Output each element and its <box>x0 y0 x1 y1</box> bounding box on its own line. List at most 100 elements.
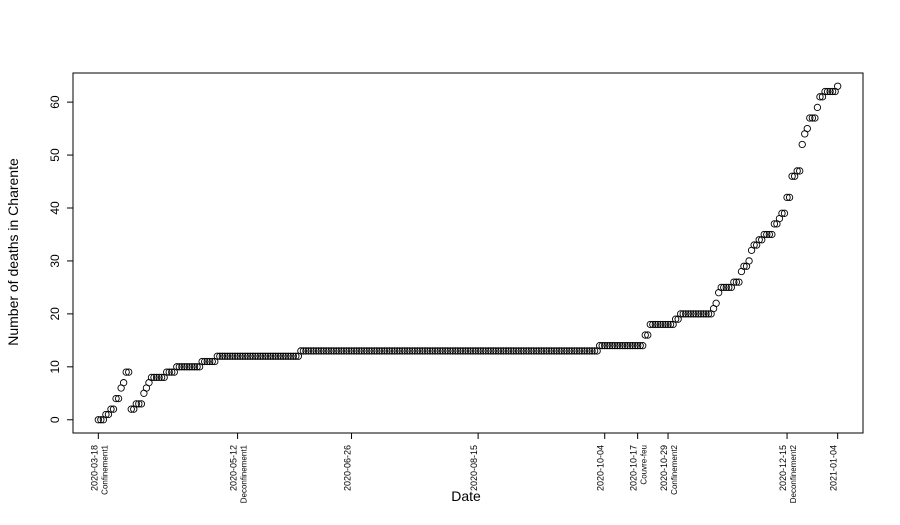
data-point <box>368 347 376 355</box>
data-point <box>261 352 270 360</box>
data-point <box>608 341 616 350</box>
data-point <box>509 347 518 355</box>
data-point <box>287 352 295 360</box>
data-point <box>276 352 285 360</box>
data-point <box>302 347 310 355</box>
data-point <box>464 347 472 355</box>
data-point <box>489 347 497 355</box>
data-point <box>454 347 462 355</box>
data-point <box>147 373 156 382</box>
data-point <box>487 347 495 355</box>
data-point <box>806 114 814 122</box>
data-point <box>213 352 221 360</box>
data-point <box>322 347 330 355</box>
data-point <box>223 352 232 360</box>
data-point <box>221 352 229 360</box>
data-point <box>271 352 280 360</box>
data-point <box>677 310 685 318</box>
data-point <box>535 347 543 355</box>
plot-frame <box>72 72 864 434</box>
data-point <box>155 373 163 382</box>
data-point <box>618 341 627 350</box>
data-point <box>307 347 315 355</box>
data-point <box>423 347 432 355</box>
data-point <box>702 310 710 318</box>
x-tick-label: 2020-06-26 <box>343 445 353 491</box>
data-point <box>558 347 566 355</box>
data-point <box>578 347 586 355</box>
data-point <box>555 347 563 355</box>
data-point <box>418 347 427 355</box>
data-point <box>431 347 439 355</box>
data-point <box>228 352 237 360</box>
data-point <box>545 347 553 355</box>
data-point <box>365 347 373 355</box>
data-point <box>580 347 589 355</box>
data-point <box>459 347 467 355</box>
y-axis-label: Number of deaths in Charente <box>5 158 21 346</box>
data-point <box>218 352 227 360</box>
data-point <box>201 357 209 366</box>
data-point <box>375 347 384 355</box>
data-point <box>560 347 568 355</box>
data-point <box>613 341 622 350</box>
data-point <box>735 278 743 286</box>
data-point <box>188 363 196 371</box>
data-point <box>547 347 556 355</box>
data-point <box>206 357 214 366</box>
data-point <box>383 347 391 355</box>
data-point <box>292 352 300 360</box>
x-event-label: Confinement1 <box>100 444 109 494</box>
data-point <box>461 347 470 355</box>
data-point <box>119 379 128 387</box>
data-point <box>198 357 206 366</box>
data-point <box>745 257 753 265</box>
data-point <box>821 87 829 96</box>
data-point <box>238 352 247 360</box>
data-point <box>175 363 184 371</box>
data-point <box>517 347 525 355</box>
data-point <box>616 341 624 350</box>
data-point <box>109 405 118 413</box>
y-tick-label: 0 <box>48 416 62 423</box>
data-point <box>203 357 211 366</box>
data-point <box>641 331 649 339</box>
data-point <box>416 347 424 355</box>
data-point <box>494 347 503 355</box>
data-point <box>699 310 708 318</box>
data-point <box>363 347 371 355</box>
data-point <box>403 347 411 355</box>
data-point <box>269 352 277 360</box>
data-point <box>279 352 287 360</box>
data-point <box>132 400 140 408</box>
data-point <box>411 347 419 355</box>
data-point <box>183 363 191 371</box>
data-point <box>666 320 675 329</box>
data-point <box>390 347 399 355</box>
data-point <box>692 310 700 318</box>
data-point <box>596 341 604 350</box>
data-point <box>684 310 692 318</box>
data-point <box>373 347 381 355</box>
data-point <box>783 193 791 202</box>
data-point <box>185 363 194 371</box>
data-point <box>439 347 447 355</box>
data-point <box>740 262 748 270</box>
data-point <box>241 352 249 360</box>
data-point <box>828 87 837 96</box>
data-point <box>466 347 475 355</box>
data-point <box>502 347 510 355</box>
data-point <box>471 347 480 355</box>
data-point <box>157 373 166 382</box>
data-point <box>474 347 482 355</box>
data-point <box>393 347 401 355</box>
data-point <box>583 347 591 355</box>
data-point <box>542 347 551 355</box>
data-point <box>479 347 487 355</box>
data-point <box>168 368 176 376</box>
data-point <box>360 347 368 355</box>
data-point <box>251 352 259 360</box>
data-point <box>236 352 244 360</box>
data-point <box>730 278 738 286</box>
